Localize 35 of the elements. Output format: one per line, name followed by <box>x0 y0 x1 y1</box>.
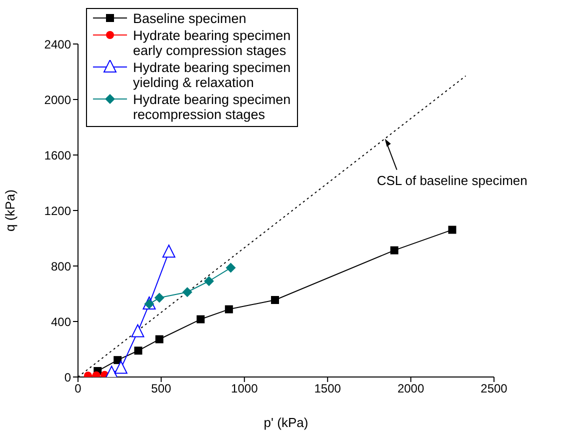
point <box>204 276 214 286</box>
x-tick-label: 1000 <box>231 382 258 396</box>
x-tick-label: 2500 <box>480 382 508 396</box>
x-tick-label: 2000 <box>397 382 424 396</box>
point <box>154 292 164 303</box>
point <box>226 262 236 273</box>
point <box>271 296 280 304</box>
y-tick-label: 0 <box>64 370 72 384</box>
point <box>114 356 122 364</box>
point <box>162 244 176 258</box>
y-tick-label: 2400 <box>44 37 72 52</box>
x-tick-label: 0 <box>74 382 82 396</box>
point <box>114 360 128 374</box>
y-tick-label: 1200 <box>44 204 72 218</box>
point <box>134 346 142 355</box>
point <box>196 315 205 324</box>
point <box>390 246 398 254</box>
annotation: CSL of baseline specimen <box>376 172 528 188</box>
y-axis-title: q (kPa) <box>2 190 18 232</box>
legend-label: Baseline specimen <box>133 11 246 26</box>
x-tick-label: 1500 <box>314 382 342 396</box>
legend-label: Hydrate bearing specimen yielding & relaxation <box>133 60 291 90</box>
point <box>448 226 456 234</box>
point <box>182 287 192 298</box>
x-axis-title: p' (kPa) <box>264 415 308 430</box>
y-tick-label: 1600 <box>44 148 72 162</box>
y-tick-label: 400 <box>50 314 72 329</box>
legend-label: Hydrate bearing specimen recompression stages <box>133 92 291 122</box>
x-tick-label: 500 <box>151 382 172 396</box>
point <box>155 335 164 344</box>
y-tick-label: 2000 <box>44 92 72 107</box>
point <box>131 324 144 338</box>
point <box>224 305 233 314</box>
legend-label: Hydrate bearing specimen early compression stages <box>133 28 291 58</box>
y-tick-label: 800 <box>50 259 72 274</box>
